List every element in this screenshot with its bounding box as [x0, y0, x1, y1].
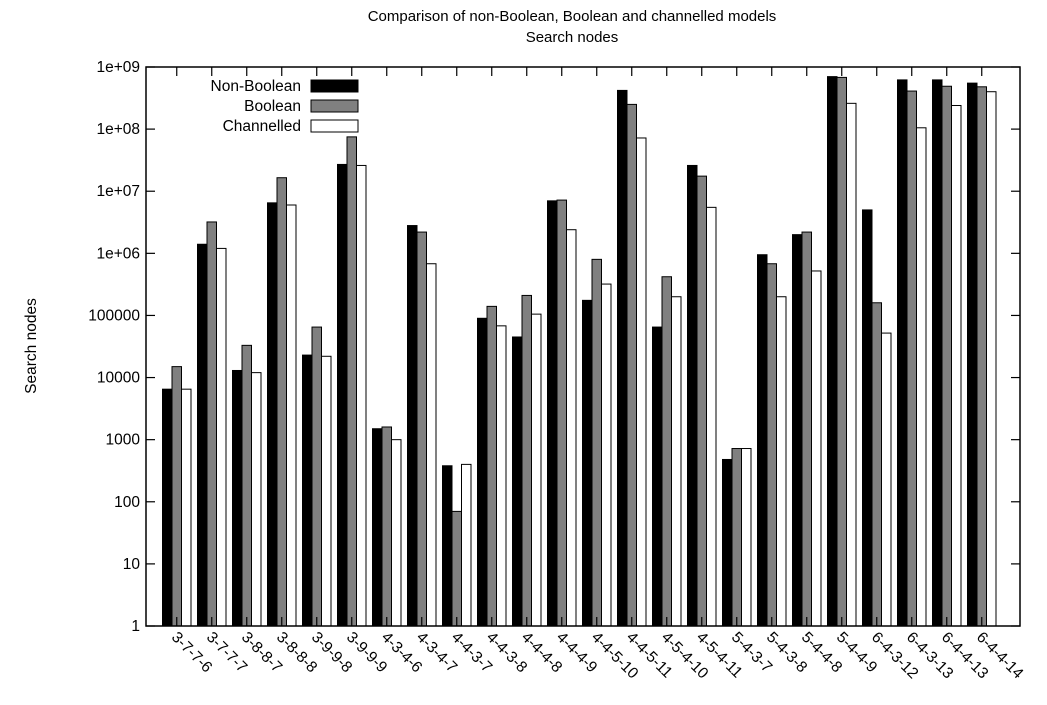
y-tick-label: 100000 [88, 307, 140, 324]
bar [216, 247, 227, 627]
bar [801, 231, 812, 627]
bar [811, 270, 822, 627]
bar [687, 164, 698, 627]
bar [792, 234, 803, 627]
bar [757, 254, 768, 627]
bar [741, 448, 752, 627]
bar [626, 103, 637, 627]
bar [276, 177, 287, 627]
bar [862, 209, 873, 627]
bar [601, 283, 612, 627]
bar [967, 82, 978, 627]
bar [346, 136, 357, 627]
bar [181, 388, 192, 627]
bar [381, 426, 392, 627]
bar [556, 199, 567, 627]
legend-label: Channelled [223, 118, 301, 135]
bar [442, 465, 453, 627]
y-tick-label: 100 [114, 494, 140, 511]
y-tick-label: 1e+08 [96, 121, 140, 138]
bar [636, 137, 647, 627]
bar [906, 90, 917, 627]
bar [267, 202, 278, 627]
bar [372, 428, 383, 627]
bar [696, 175, 707, 627]
bar [206, 221, 217, 627]
bar [407, 225, 418, 627]
bar [776, 296, 787, 627]
bar [286, 204, 297, 627]
bar [531, 313, 542, 627]
legend-swatch [310, 79, 359, 93]
bar [661, 276, 672, 627]
bar [241, 344, 252, 627]
bar [311, 326, 322, 627]
y-axis: 1 10 100 1000 10000 100000 1e+06 1e+07 1e+08 1e+0… [88, 59, 1020, 635]
bar [881, 332, 892, 627]
y-tick-label: 1e+07 [96, 183, 140, 200]
bar [582, 299, 593, 627]
bar [941, 85, 952, 627]
bar [617, 89, 628, 627]
plot-area [162, 76, 997, 627]
bar [337, 163, 348, 627]
bar [356, 164, 367, 627]
y-tick-label: 10000 [97, 370, 140, 387]
bar [951, 104, 962, 627]
bar [486, 305, 497, 627]
legend-swatch [310, 119, 359, 133]
bar [521, 294, 532, 627]
bar [416, 231, 427, 627]
bar [477, 317, 488, 627]
chart-title: Comparison of non-Boolean, Boolean and c… [368, 8, 777, 25]
y-tick-label: 1e+06 [96, 245, 140, 262]
bar [162, 388, 173, 627]
bar [391, 439, 402, 627]
bar [671, 296, 682, 627]
bar [932, 79, 943, 627]
bar [461, 463, 472, 627]
legend-label: Non-Boolean [211, 78, 301, 95]
bar [512, 336, 523, 627]
bar [722, 458, 733, 627]
bar [706, 206, 717, 627]
bar [916, 127, 927, 627]
bar [496, 325, 507, 627]
bar [302, 354, 313, 627]
y-tick-label: 1e+09 [96, 59, 140, 76]
bar [897, 79, 908, 627]
legend-swatch [310, 99, 359, 113]
y-tick-label: 10 [123, 556, 141, 573]
bar [426, 263, 437, 627]
y-axis-label: Search nodes [23, 298, 40, 394]
bar [232, 369, 243, 627]
bar [591, 258, 602, 627]
bar [197, 243, 208, 627]
bar [547, 200, 558, 627]
bar [451, 510, 462, 627]
bar [652, 326, 663, 627]
bar [171, 366, 182, 627]
legend: Non-Boolean Boolean Channelled [211, 78, 359, 135]
bar [766, 263, 777, 627]
bar [827, 76, 838, 627]
y-tick-label: 1000 [106, 432, 141, 449]
bar [871, 302, 882, 627]
chart-subtitle: Search nodes [526, 29, 619, 46]
plot-frame [145, 66, 1021, 627]
bar [836, 76, 847, 627]
bar [976, 86, 987, 627]
legend-label: Boolean [244, 98, 301, 115]
bar [986, 91, 997, 627]
y-tick-label: 1 [131, 618, 140, 635]
bar [321, 355, 332, 627]
bar [731, 448, 742, 627]
bar [846, 102, 857, 627]
bar [566, 229, 577, 627]
bar [251, 372, 262, 627]
